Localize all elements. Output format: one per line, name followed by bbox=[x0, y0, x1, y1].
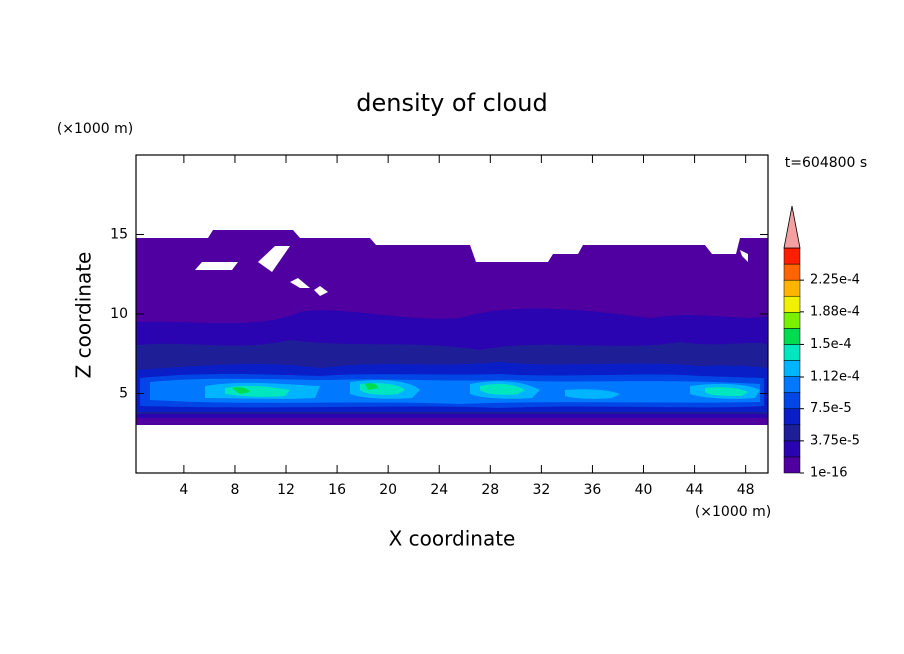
colorbar-swatch bbox=[783, 392, 801, 409]
colorbar-label: 1.88e-4 bbox=[810, 304, 860, 319]
colorbar-label: 1.12e-4 bbox=[810, 370, 860, 385]
x-tick-label: 28 bbox=[481, 482, 499, 498]
colorbar-swatch bbox=[783, 344, 801, 361]
colorbar-swatch bbox=[783, 263, 801, 281]
x-axis-label: X coordinate bbox=[389, 527, 516, 551]
contour-field bbox=[136, 230, 768, 425]
colorbar-swatch bbox=[783, 295, 801, 313]
contour-hole bbox=[195, 262, 238, 270]
colorbar-swatch bbox=[783, 440, 801, 458]
x-tick-label: 16 bbox=[328, 482, 346, 498]
colorbar-label: 7.5e-5 bbox=[810, 401, 852, 416]
x-tick-label: 36 bbox=[584, 482, 602, 498]
colorbar-label: 3.75e-5 bbox=[810, 433, 860, 448]
x-tick-label: 20 bbox=[379, 482, 397, 498]
colorbar-swatch bbox=[783, 456, 801, 474]
y-unit: (×1000 m) bbox=[57, 121, 133, 137]
contour-hole bbox=[314, 286, 328, 296]
x-tick-label: 8 bbox=[230, 482, 239, 498]
colorbar-swatch bbox=[783, 376, 801, 393]
x-tick-label: 12 bbox=[277, 482, 295, 498]
x-tick-label: 24 bbox=[430, 482, 448, 498]
colorbar-swatch bbox=[783, 408, 801, 426]
x-tick-label: 48 bbox=[737, 482, 755, 498]
contour-hole bbox=[290, 278, 310, 288]
colorbar-swatch bbox=[783, 360, 801, 377]
colorbar-swatch bbox=[783, 279, 801, 297]
y-tick-label: 10 bbox=[110, 306, 128, 322]
colorbar-label: 1e-16 bbox=[810, 466, 848, 481]
colorbar-extend bbox=[783, 205, 801, 249]
colorbar-swatch bbox=[783, 312, 801, 329]
y-tick-label: 5 bbox=[119, 386, 128, 402]
colorbar-swatch bbox=[783, 328, 801, 345]
contour-hole bbox=[740, 250, 748, 262]
time-label: t=604800 s bbox=[785, 155, 867, 171]
x-tick-label: 4 bbox=[179, 482, 188, 498]
contour-hole bbox=[258, 246, 290, 272]
colorbar-swatch bbox=[783, 424, 801, 442]
x-unit: (×1000 m) bbox=[695, 504, 771, 520]
x-tick-label: 40 bbox=[635, 482, 653, 498]
chart-title: density of cloud bbox=[356, 89, 547, 117]
colorbar-label: 1.5e-4 bbox=[810, 337, 852, 352]
x-tick-label: 44 bbox=[686, 482, 704, 498]
colorbar-swatch bbox=[783, 247, 801, 265]
contour-level-8 bbox=[225, 383, 748, 397]
y-tick-label: 15 bbox=[110, 227, 128, 243]
colorbar-label: 2.25e-4 bbox=[810, 273, 860, 288]
x-tick-label: 32 bbox=[532, 482, 550, 498]
y-axis-label: Z coordinate bbox=[72, 252, 96, 379]
